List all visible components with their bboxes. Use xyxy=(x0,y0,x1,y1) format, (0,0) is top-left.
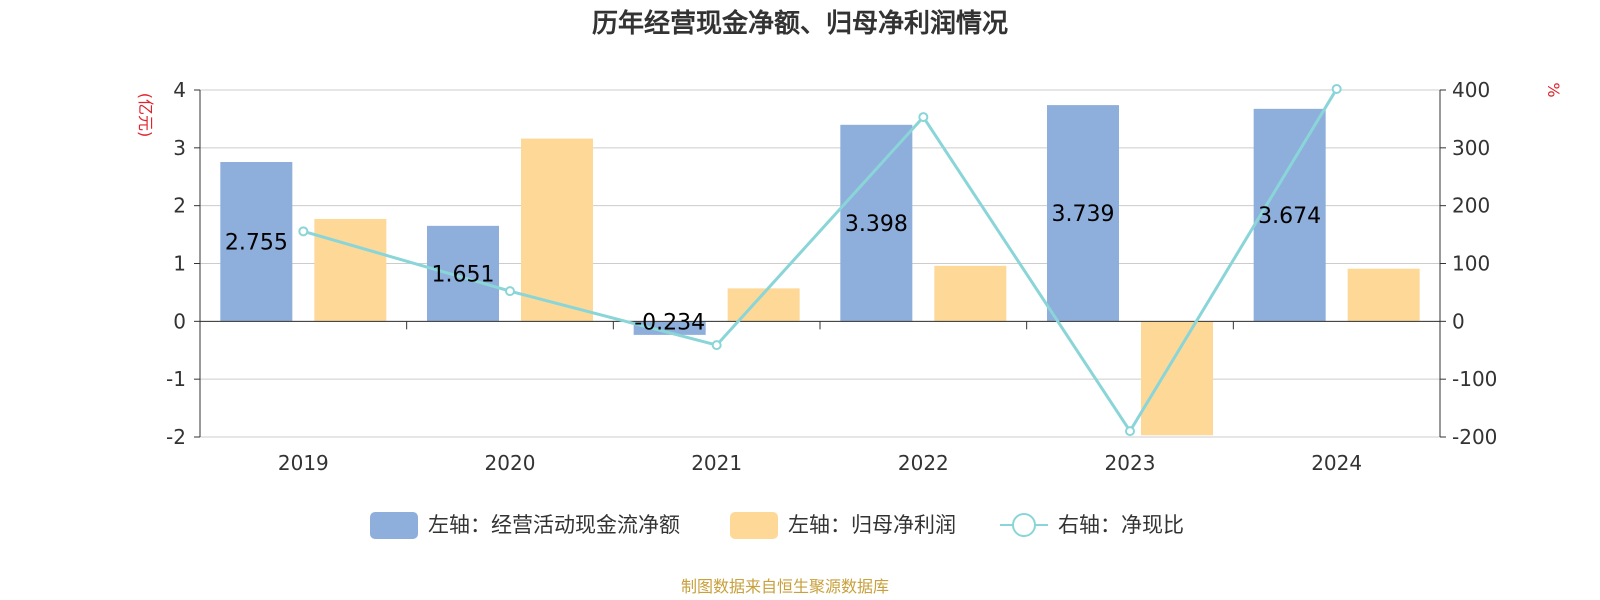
legend-label: 左轴：经营活动现金流净额 xyxy=(428,513,680,537)
legend-label: 左轴：归母净利润 xyxy=(788,513,956,537)
line-point xyxy=(711,340,722,351)
bar-net-profit xyxy=(1141,321,1213,436)
line-ratio xyxy=(302,88,1338,434)
left-tick-label: 2 xyxy=(173,194,186,218)
line-point xyxy=(1331,83,1342,94)
bar-value-label: 2.755 xyxy=(225,231,288,256)
axes: -2 -1 0 1 2 3 4 -200 -100 0 100 200 300 400 2019 2020 20… xyxy=(166,78,1497,475)
right-tick-label: 300 xyxy=(1452,136,1490,160)
line-point xyxy=(1125,426,1135,437)
x-tick-label: 2024 xyxy=(1311,451,1362,475)
x-tick-label: 2021 xyxy=(691,451,742,475)
legend-swatch xyxy=(370,512,418,539)
bar-cashflow xyxy=(427,225,499,322)
right-axis-unit: % xyxy=(1544,82,1563,97)
left-tick-label: 4 xyxy=(173,78,186,102)
right-tick-label: 100 xyxy=(1452,252,1490,276)
bar-net-profit xyxy=(1347,268,1420,322)
bar-net-profit xyxy=(934,265,1007,322)
right-tick-label: 400 xyxy=(1452,78,1490,102)
bar-cashflow xyxy=(1253,108,1326,322)
line-point xyxy=(505,286,515,297)
right-tick-label: -100 xyxy=(1452,367,1497,391)
bar-cashflow xyxy=(1047,105,1119,322)
line-point xyxy=(918,112,929,123)
bar-cashflow xyxy=(220,162,293,322)
legend-label: 右轴：净现比 xyxy=(1058,513,1184,537)
x-tick-label: 2019 xyxy=(278,451,329,475)
bar-value-label: -0.234 xyxy=(634,310,705,335)
legend: 左轴：经营活动现金流净额 左轴：归母净利润 右轴：净现比 xyxy=(370,512,1184,539)
legend-swatch xyxy=(730,512,778,539)
x-tick-label: 2022 xyxy=(898,451,949,475)
bar-value-label: 1.651 xyxy=(432,263,495,288)
bars xyxy=(220,105,1420,436)
x-tick-label: 2023 xyxy=(1105,451,1156,475)
left-axis-unit: (亿元) xyxy=(136,93,155,138)
left-tick-label: 0 xyxy=(173,309,186,333)
line-series xyxy=(298,83,1342,437)
bar-value-label: 3.674 xyxy=(1258,204,1321,229)
chart-title: 历年经营现金净额、归母净利润情况 xyxy=(592,8,1008,39)
bar-cashflow xyxy=(633,321,706,335)
bar-value-label: 3.739 xyxy=(1052,202,1115,227)
right-tick-label: 0 xyxy=(1452,309,1465,333)
left-tick-label: -1 xyxy=(166,367,186,391)
bar-cashflow xyxy=(840,124,913,322)
right-tick-label: 200 xyxy=(1452,194,1490,218)
legend-marker xyxy=(1012,513,1036,537)
bar-net-profit xyxy=(314,218,387,322)
bar-net-profit xyxy=(521,138,593,322)
left-tick-label: 3 xyxy=(173,136,186,160)
left-tick-label: -2 xyxy=(166,425,186,449)
left-tick-label: 1 xyxy=(173,252,186,276)
right-tick-label: -200 xyxy=(1452,425,1497,449)
bar-value-label: 3.398 xyxy=(845,212,908,237)
source-note: 制图数据来自恒生聚源数据库 xyxy=(681,577,889,596)
data-labels: 2.755 1.651 -0.234 3.398 3.739 3.674 xyxy=(225,202,1321,335)
line-point xyxy=(298,226,309,237)
x-tick-label: 2020 xyxy=(485,451,536,475)
